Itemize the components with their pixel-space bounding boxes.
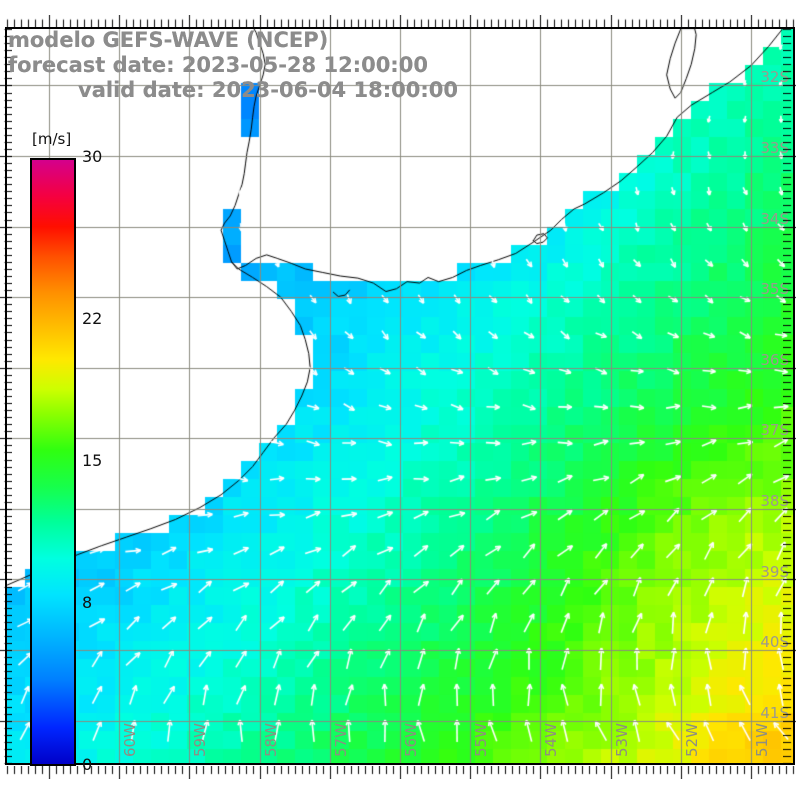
lat-label-35s: 35S [760, 280, 789, 299]
left-axis-ruler [0, 27, 12, 765]
valid-date-title: valid date: 2023-06-04 18:00:00 [78, 78, 458, 102]
forecast-date-title: forecast date: 2023-05-28 12:00:00 [8, 53, 428, 77]
colorbar-tick-15: 15 [82, 451, 103, 470]
bottom-axis-ruler [5, 766, 795, 779]
colorbar-tick-8: 8 [82, 592, 93, 612]
lat-label-40s: 40S [760, 633, 789, 652]
lat-label-34s: 34S [760, 209, 789, 228]
lat-label-39s: 39S [760, 562, 789, 581]
lat-label-36s: 36S [760, 350, 789, 369]
lon-label-60w: 60W [121, 723, 140, 757]
graticule-layer [7, 29, 793, 763]
lon-label-52w: 52W [682, 723, 701, 757]
lat-label-37s: 37S [760, 421, 789, 440]
lon-label-53w: 53W [612, 723, 631, 757]
map-title-block: modelo GEFS-WAVE (NCEP) forecast date: 2… [8, 28, 528, 103]
lon-label-54w: 54W [542, 723, 561, 757]
coordinate-label-layer: 32S33S34S35S36S37S38S39S40S41S61W60W59W5… [7, 29, 793, 763]
right-axis-ruler [783, 27, 796, 765]
lat-label-32s: 32S [760, 68, 789, 87]
colorbar-border [30, 158, 76, 766]
lon-label-56w: 56W [402, 723, 420, 757]
colorbar-tick-22: 22 [82, 309, 103, 329]
lon-label-55w: 55W [472, 723, 491, 757]
lat-label-41s: 41S [760, 703, 789, 722]
model-name-title: modelo GEFS-WAVE (NCEP) [8, 28, 329, 52]
lon-label-58w: 58W [261, 723, 280, 757]
colorbar-tick-0: 0 [82, 755, 93, 774]
lon-label-59w: 59W [191, 723, 210, 757]
map-plot-area: 32S33S34S35S36S37S38S39S40S41S61W60W59W5… [5, 27, 795, 765]
lat-label-33s: 33S [760, 139, 789, 158]
colorbar-group: [m/s] 30 22 15 8 0 [30, 130, 102, 774]
colorbar-units-label: [m/s] [32, 130, 72, 148]
top-axis-ruler [5, 15, 795, 27]
colorbar-gradient [30, 158, 76, 766]
lat-label-38s: 38S [760, 491, 789, 510]
lon-label-51w: 51W [752, 723, 771, 757]
lon-label-57w: 57W [331, 723, 350, 757]
colorbar-tick-30: 30 [82, 147, 103, 166]
